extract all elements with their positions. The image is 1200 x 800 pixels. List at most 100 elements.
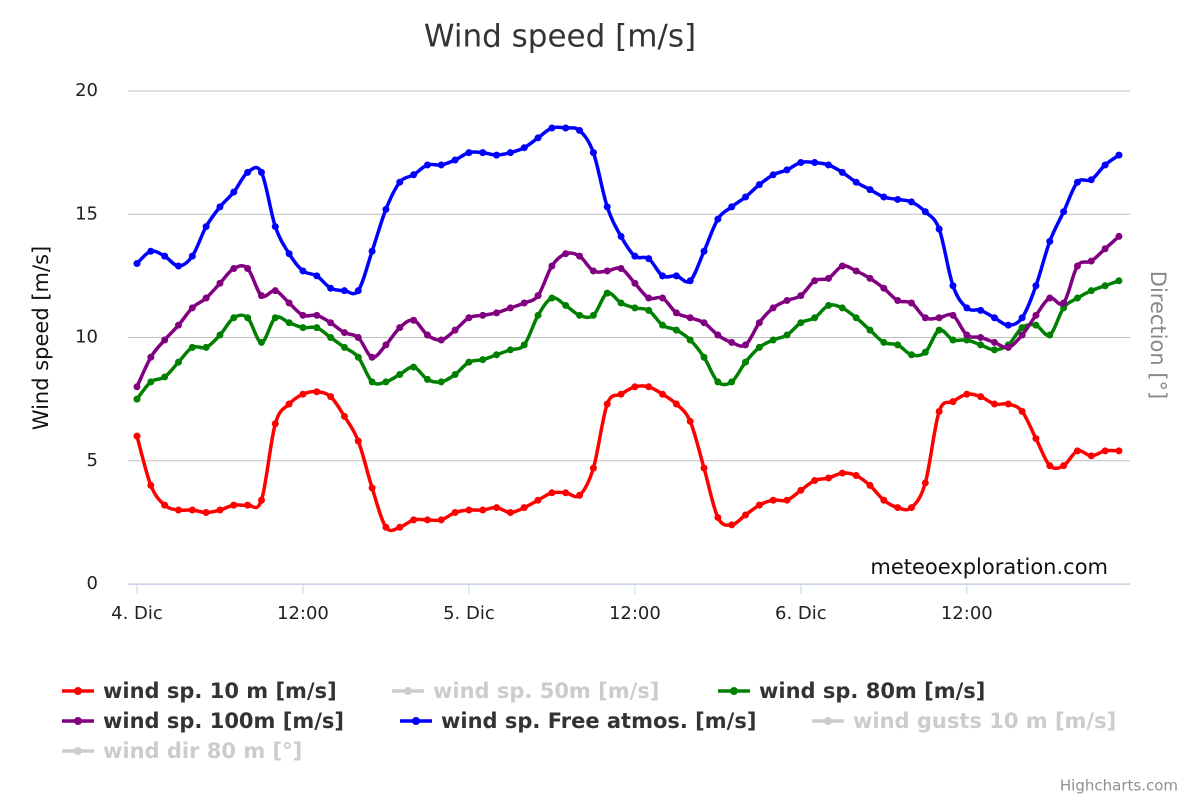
data-point xyxy=(852,267,860,275)
data-point xyxy=(686,277,694,285)
y-tick-label: 10 xyxy=(75,327,98,348)
data-point xyxy=(327,393,335,401)
legend-item[interactable]: wind gusts 10 m [m/s] xyxy=(812,709,1116,733)
x-tick-label: 12:00 xyxy=(941,603,993,624)
data-point xyxy=(907,504,915,512)
data-point xyxy=(603,289,611,297)
data-point xyxy=(562,124,570,132)
data-point xyxy=(617,390,625,398)
data-point xyxy=(230,501,238,509)
data-point xyxy=(576,311,584,319)
data-point xyxy=(161,373,169,381)
data-point xyxy=(327,319,335,327)
data-point xyxy=(1060,299,1068,307)
legend-item[interactable]: wind sp. Free atmos. [m/s] xyxy=(400,709,756,733)
data-point xyxy=(285,250,293,258)
x-tick-label: 12:00 xyxy=(277,603,329,624)
data-point xyxy=(340,329,348,337)
data-point xyxy=(700,464,708,472)
y-tick-label: 0 xyxy=(87,573,98,594)
credits-link[interactable]: Highcharts.com xyxy=(1060,777,1178,795)
data-point xyxy=(520,299,528,307)
data-point xyxy=(174,262,182,270)
legend-symbol-dot xyxy=(730,687,738,695)
data-point xyxy=(1087,287,1095,295)
data-point xyxy=(271,314,279,322)
data-point xyxy=(714,331,722,339)
data-point xyxy=(631,252,639,260)
data-point xyxy=(368,484,376,492)
data-point xyxy=(1046,294,1054,302)
y-axis-title: Wind speed [m/s] xyxy=(29,246,53,430)
data-point xyxy=(423,161,431,169)
data-point xyxy=(133,260,141,268)
data-point xyxy=(672,272,680,280)
data-point xyxy=(354,353,362,361)
data-point xyxy=(1087,257,1095,265)
data-point xyxy=(589,311,597,319)
legend-item[interactable]: wind sp. 10 m [m/s] xyxy=(62,679,337,703)
data-point xyxy=(769,496,777,504)
data-point xyxy=(783,496,791,504)
data-point xyxy=(506,149,514,157)
data-point xyxy=(1032,321,1040,329)
data-point xyxy=(617,299,625,307)
data-point xyxy=(479,356,487,364)
data-point xyxy=(797,292,805,300)
data-point xyxy=(935,225,943,233)
data-point xyxy=(174,506,182,514)
data-point xyxy=(257,168,265,176)
data-point xyxy=(465,358,473,366)
data-point xyxy=(672,326,680,334)
data-point xyxy=(769,171,777,179)
data-point xyxy=(451,156,459,164)
data-point xyxy=(562,301,570,309)
data-point xyxy=(244,264,252,272)
data-point xyxy=(396,324,404,332)
data-point xyxy=(907,351,915,359)
data-point xyxy=(188,343,196,351)
data-point xyxy=(645,383,653,391)
data-point xyxy=(769,336,777,344)
data-point xyxy=(990,400,998,408)
data-point xyxy=(645,306,653,314)
data-point xyxy=(202,509,210,517)
legend-item[interactable]: wind sp. 80m [m/s] xyxy=(718,679,985,703)
data-point xyxy=(161,252,169,260)
legend-label: wind gusts 10 m [m/s] xyxy=(853,709,1116,733)
x-tick-label: 6. Dic xyxy=(775,603,827,624)
data-point xyxy=(921,479,929,487)
legend-label: wind sp. 80m [m/s] xyxy=(759,679,985,703)
legend-item[interactable]: wind sp. 100m [m/s] xyxy=(62,709,344,733)
data-point xyxy=(340,343,348,351)
data-point xyxy=(852,178,860,186)
data-point xyxy=(603,203,611,211)
data-point xyxy=(147,378,155,386)
data-point xyxy=(797,319,805,327)
data-point xyxy=(728,203,736,211)
legend-item[interactable]: wind dir 80 m [°] xyxy=(62,739,302,763)
data-point xyxy=(548,489,556,497)
data-point xyxy=(479,149,487,157)
data-point xyxy=(299,311,307,319)
data-point xyxy=(1046,462,1054,470)
legend-item[interactable]: wind sp. 50m [m/s] xyxy=(392,679,659,703)
data-point xyxy=(479,311,487,319)
data-point xyxy=(396,523,404,531)
data-point xyxy=(410,316,418,324)
data-point xyxy=(313,388,321,396)
data-point xyxy=(340,287,348,295)
legend-label: wind sp. 100m [m/s] xyxy=(103,709,344,733)
data-point xyxy=(977,393,985,401)
data-point xyxy=(589,149,597,157)
data-point xyxy=(396,178,404,186)
data-point xyxy=(216,279,224,287)
data-point xyxy=(437,378,445,386)
data-point xyxy=(368,378,376,386)
data-point xyxy=(728,378,736,386)
data-point xyxy=(949,282,957,290)
data-point xyxy=(990,346,998,354)
data-point xyxy=(866,274,874,282)
data-point xyxy=(1018,331,1026,339)
y2-axis-title: Direction [°] xyxy=(1146,271,1170,399)
